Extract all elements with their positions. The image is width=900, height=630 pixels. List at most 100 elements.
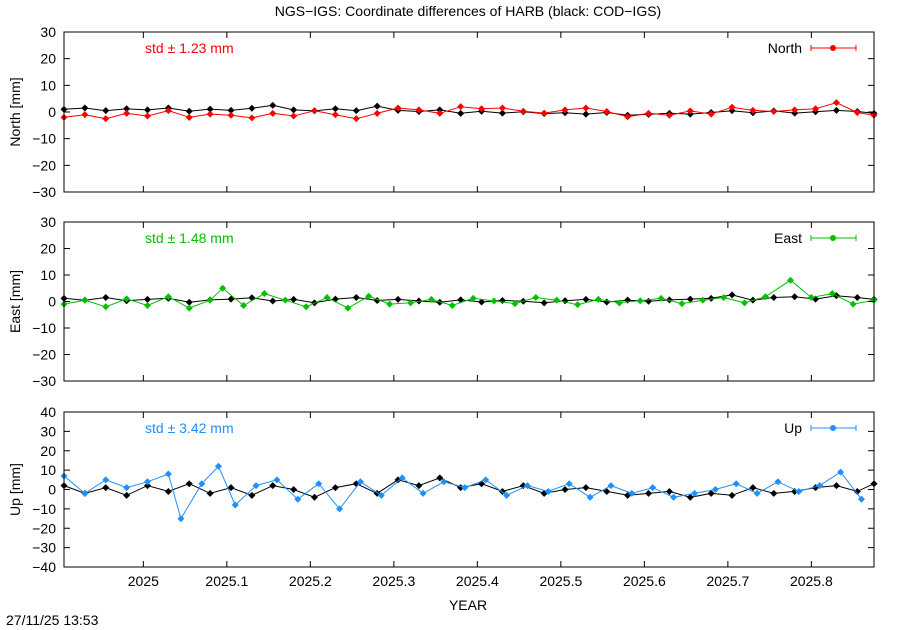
up-legend-marker [830,425,836,431]
up-series-1-point [690,489,698,497]
north-series-1-point [102,115,110,123]
north-series-0-point [582,110,590,118]
east-series-0-point [185,298,193,306]
east-legend-marker [830,235,836,241]
east-y-tick-label: −10 [32,320,56,336]
north-series-0-point [832,106,840,114]
north-y-tick-label: 20 [40,51,56,67]
east-legend-label: East [774,230,802,246]
east-series-1-point [574,301,582,309]
north-series-1-point [686,107,694,115]
up-series-1-point [482,476,490,484]
up-series-1-point [857,495,865,503]
up-y-tick-label: 0 [48,482,56,498]
up-series-0-point [164,487,172,495]
east-series-0-line [63,294,875,304]
up-series-1-point [252,482,260,490]
east-series-0-point [561,297,569,305]
east-series-1-point [102,303,110,311]
x-tick-label: 2025.5 [539,573,582,589]
up-series-1-point [503,491,511,499]
north-series-0-point [185,107,193,115]
east-series-0-point [770,294,778,302]
x-tick-label: 2025.8 [790,573,833,589]
north-series-1-point [415,106,423,114]
east-series-1-point [260,290,268,298]
up-series-1-point [123,484,131,492]
east-y-tick-label: 0 [48,294,56,310]
east-series-0-point [144,295,152,303]
north-series-0-point [373,102,381,110]
north-series-1-point [394,104,402,112]
east-series-1-point [786,276,794,284]
up-series-1-point [294,495,302,503]
north-series-0-point [144,106,152,114]
north-series-0-point [331,105,339,113]
north-series-1-point [665,111,673,119]
up-series-0-point [290,486,298,493]
east-series-0-point [102,294,110,302]
up-y-tick-label: −30 [32,540,56,556]
east-series-1-point [720,294,728,302]
north-series-0-point [227,106,235,114]
up-series-1-point [795,487,803,495]
east-series-1-point [407,299,415,307]
north-series-1-point [227,111,235,119]
east-series-1-point [761,293,769,301]
up-series-1-point [315,480,323,488]
north-series-0-line [63,104,875,116]
east-series-1-point [615,299,623,307]
north-series-1-point [707,110,715,118]
east-series-0-point [707,294,715,302]
north-series-1-point [519,107,527,115]
north-series-0-point [248,104,256,112]
up-series-1-point [753,489,761,497]
north-y-tick-label: −10 [32,131,56,147]
east-series-0-point [269,297,277,305]
up-series-0-point [415,482,423,490]
timestamp: 27/11/25 13:53 [6,612,99,628]
east-series-1-point [657,294,665,302]
up-series-1-point [214,462,222,470]
north-series-1-point [645,109,653,117]
x-axis-label: YEAR [449,597,487,613]
east-series-1-point [427,295,435,303]
north-series-0-point [457,109,465,117]
up-series-0-point [436,474,444,482]
east-series-1-point [699,296,707,304]
east-series-1-point [532,294,540,302]
north-series-1-point [457,103,465,111]
x-tick-label: 2025.1 [205,573,248,589]
north-series-0-point [102,107,110,115]
up-series-1-point [816,482,824,490]
east-series-0-point [645,297,653,305]
up-series-1-point [607,482,615,490]
up-series-1-point [273,476,281,484]
east-series-1-point [511,300,519,308]
up-y-axis-label: Up [mm] [7,463,23,516]
up-series-1-point [177,515,185,523]
up-series-0-point [853,487,861,495]
north-series-1-point [540,109,548,117]
up-series-0-point [123,491,131,499]
north-series-1-point [248,114,256,122]
up-y-tick-label: −10 [32,501,56,517]
north-legend-label: North [768,40,802,56]
east-series-1-point [164,293,172,301]
up-series-0-point [227,484,235,492]
chart-title: NGS−IGS: Coordinate differences of HARB … [275,3,661,19]
up-y-tick-label: 30 [40,423,56,439]
north-series-1-point [582,104,590,112]
panels: 30 20 10 0 −10 −20 −30 North [mm] std ± 1.23 mm N… [7,24,878,589]
north-series-1-point [185,113,193,121]
up-series-0-point [791,487,799,495]
up-series-0-point [645,489,653,497]
north-y-axis-label: North [mm] [7,77,23,146]
up-series-1-point [102,476,110,484]
north-series-0-point [81,104,89,112]
east-series-0-point [478,298,486,306]
x-tick-label: 2025.4 [456,573,499,589]
x-tick-label: 2025 [128,573,159,589]
east-series-0-point [394,295,402,303]
